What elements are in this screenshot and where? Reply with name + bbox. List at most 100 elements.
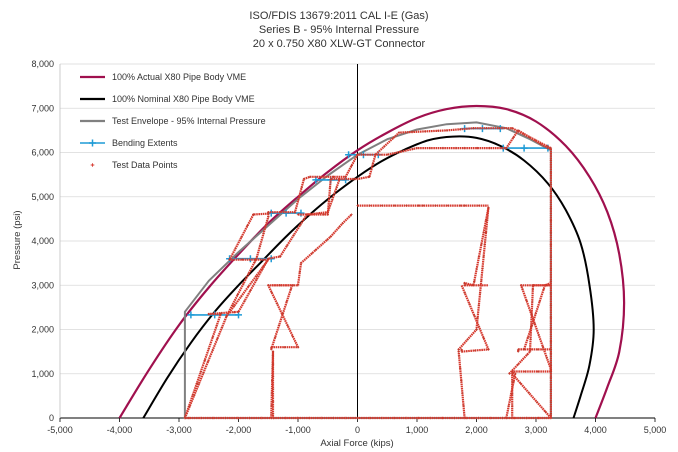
test-data-point	[480, 243, 483, 246]
test-data-point	[296, 284, 300, 287]
test-data-point	[549, 370, 553, 373]
test-data-path-0	[183, 127, 552, 420]
test-data-point	[267, 258, 270, 261]
test-data-point	[521, 287, 524, 291]
test-data-point	[457, 354, 461, 357]
x-tick-label-4: -1,000	[285, 425, 311, 435]
x-tick-label-1: -4,000	[107, 425, 133, 435]
test-data-point	[271, 367, 274, 370]
x-tick-label-7: 2,000	[465, 425, 488, 435]
test-data-point	[393, 204, 396, 207]
test-data-point	[199, 370, 203, 373]
test-data-point	[549, 388, 553, 391]
test-data-path-1	[183, 129, 551, 419]
test-data-point	[241, 258, 244, 261]
test-data-point	[255, 278, 258, 282]
x-tick-label-6: 1,000	[406, 425, 429, 435]
test-data-point	[460, 348, 463, 351]
test-data-point	[525, 416, 528, 420]
test-data-point	[411, 147, 414, 151]
test-data-point	[270, 416, 273, 420]
test-data-path-12	[508, 284, 551, 375]
test-data-point	[271, 412, 275, 416]
test-data-point	[236, 416, 239, 420]
test-data-point	[368, 175, 371, 179]
legend-item-0: 100% Actual X80 Pipe Body VME	[80, 72, 246, 82]
test-data-point	[421, 204, 425, 207]
test-data-point	[475, 328, 478, 331]
test-data-point	[296, 416, 299, 420]
x-axis-label: Axial Force (kips)	[320, 438, 393, 449]
test-data-point	[537, 416, 541, 420]
test-data-point	[220, 326, 224, 329]
test-data-point	[549, 219, 553, 222]
y-tick-label-7: 7,000	[31, 103, 54, 113]
test-data-point	[507, 404, 510, 408]
test-data-point	[249, 289, 252, 292]
test-data-point	[549, 291, 553, 295]
test-data-point	[350, 213, 353, 216]
test-data-point	[211, 335, 214, 339]
test-data-path-4	[270, 350, 275, 419]
test-data-point	[488, 146, 491, 150]
test-data-point	[549, 255, 553, 259]
test-data-point	[356, 204, 359, 207]
test-data-point	[270, 391, 274, 395]
test-data-point	[549, 231, 553, 234]
test-data-point	[253, 261, 256, 264]
nominal-vme-curve-line	[142, 135, 595, 419]
test-data-point	[519, 284, 523, 287]
test-data-point	[203, 359, 206, 362]
legend: 100% Actual X80 Pipe Body VME 100% Nomina…	[80, 72, 266, 170]
test-data-point	[284, 416, 287, 420]
test-data-point	[466, 338, 469, 341]
test-data-point	[531, 284, 535, 287]
x-tick-label-3: -2,000	[226, 425, 252, 435]
test-data-point	[489, 416, 492, 420]
test-data-point	[463, 281, 466, 285]
test-data-point	[310, 251, 314, 255]
test-data-point	[477, 284, 481, 287]
test-data-point	[523, 370, 527, 373]
test-data-point	[536, 370, 540, 373]
test-data-point	[441, 416, 444, 420]
y-axis-label: Pressure (psi)	[12, 210, 23, 269]
tick-labels: -5,000 -4,000 -3,000 -2,000 -1,000 0 1,000 2,00…	[31, 59, 666, 435]
test-data-point	[335, 186, 338, 189]
test-data-point	[338, 225, 341, 228]
test-data-point	[501, 416, 504, 420]
test-data-point	[519, 382, 522, 385]
test-data-point	[271, 354, 275, 357]
nominal-vme-curve	[142, 135, 595, 419]
test-data-point	[371, 162, 375, 165]
test-data-point	[529, 325, 533, 328]
x-tick-label-9: 4,000	[584, 425, 607, 435]
bending-marker-0-0	[187, 311, 195, 319]
test-data-point	[308, 175, 312, 179]
test-data-point	[525, 353, 529, 356]
title-line-3: 20 x 0.750 X80 XLW-GT Connector	[253, 38, 426, 50]
test-data-point	[271, 400, 275, 403]
test-data-point	[265, 219, 269, 223]
test-data-point	[549, 243, 553, 246]
test-data-point	[541, 345, 544, 348]
test-data-point	[254, 275, 258, 278]
test-data-point	[505, 416, 508, 420]
title-line-1: ISO/FDIS 13679:2011 CAL I-E (Gas)	[249, 10, 428, 22]
test-data-point	[529, 310, 532, 314]
test-data-point	[199, 416, 203, 420]
test-data-point	[299, 223, 302, 227]
test-data-point	[242, 282, 245, 286]
test-data-point	[356, 416, 360, 420]
test-data-point	[225, 315, 228, 318]
test-data-point	[380, 204, 384, 207]
test-data-point	[511, 416, 514, 420]
test-data-point	[487, 348, 490, 351]
legend-label-3: Bending Extents	[112, 138, 178, 148]
test-data-point	[513, 416, 516, 420]
test-data-point	[522, 348, 526, 351]
x-tick-label-2: -3,000	[166, 425, 192, 435]
test-data-point	[417, 204, 421, 207]
test-data-point	[386, 153, 389, 156]
